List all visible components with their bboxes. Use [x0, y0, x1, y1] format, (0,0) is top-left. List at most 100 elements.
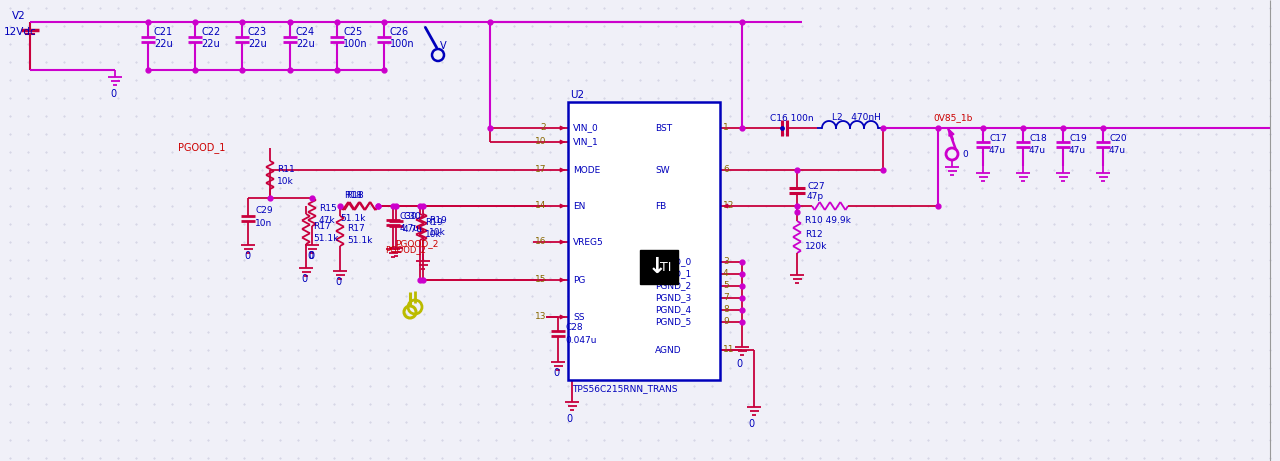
- Text: 120k: 120k: [805, 242, 827, 250]
- Text: VIN_0: VIN_0: [573, 124, 599, 132]
- Text: C23: C23: [248, 27, 268, 37]
- Text: R17: R17: [314, 221, 330, 230]
- Text: 5: 5: [723, 280, 728, 290]
- Text: 0.047u: 0.047u: [564, 336, 596, 344]
- Text: 0: 0: [736, 359, 742, 369]
- Text: PGOOD_2: PGOOD_2: [385, 246, 426, 254]
- Text: VREG5: VREG5: [573, 237, 604, 247]
- Text: 2: 2: [540, 123, 547, 131]
- Text: 22u: 22u: [296, 39, 315, 49]
- Text: 51.1k: 51.1k: [340, 213, 365, 223]
- Text: R19: R19: [429, 215, 447, 225]
- Text: 0: 0: [110, 89, 116, 99]
- Text: C20: C20: [1108, 134, 1126, 142]
- Text: 7: 7: [723, 292, 728, 301]
- Text: 6: 6: [723, 165, 728, 173]
- Text: C16 100n: C16 100n: [771, 113, 814, 123]
- Text: 16: 16: [535, 236, 547, 246]
- Text: VIN_1: VIN_1: [573, 137, 599, 147]
- Text: 100n: 100n: [390, 39, 415, 49]
- Text: PG: PG: [573, 276, 585, 284]
- Text: C28: C28: [564, 323, 582, 331]
- Text: SW: SW: [655, 165, 669, 175]
- Text: SS: SS: [573, 313, 585, 321]
- Text: R18: R18: [344, 190, 362, 200]
- Text: 10n: 10n: [255, 219, 273, 227]
- Text: TPS56C215RNN_TRANS: TPS56C215RNN_TRANS: [572, 384, 677, 394]
- Text: 12Vdc: 12Vdc: [4, 27, 37, 37]
- Text: C22: C22: [201, 27, 220, 37]
- Text: PGOOD_2: PGOOD_2: [396, 240, 438, 248]
- Text: 22u: 22u: [248, 39, 266, 49]
- Text: AGND: AGND: [655, 345, 682, 355]
- Text: 47u: 47u: [1029, 146, 1046, 154]
- Text: C26: C26: [390, 27, 410, 37]
- Text: 14: 14: [535, 201, 547, 209]
- Text: C29: C29: [255, 206, 273, 214]
- Text: R19: R19: [425, 218, 443, 226]
- Text: R15: R15: [319, 203, 337, 213]
- Text: R18: R18: [346, 190, 364, 200]
- Text: C21: C21: [154, 27, 173, 37]
- Text: C25: C25: [343, 27, 362, 37]
- Text: 47u: 47u: [989, 146, 1006, 154]
- Text: 4.7u: 4.7u: [403, 225, 422, 234]
- Text: U2: U2: [570, 90, 584, 100]
- Text: 9: 9: [723, 317, 728, 325]
- Bar: [568, 102, 719, 380]
- Text: C24: C24: [296, 27, 315, 37]
- Text: 13: 13: [535, 312, 547, 320]
- Text: PGND_3: PGND_3: [655, 294, 691, 302]
- Text: PGND_2: PGND_2: [655, 282, 691, 290]
- Text: 47k: 47k: [319, 215, 335, 225]
- Text: 0: 0: [308, 251, 314, 261]
- Text: V: V: [440, 41, 447, 51]
- Text: 10: 10: [535, 136, 547, 146]
- Text: 51.1k: 51.1k: [314, 234, 338, 242]
- Text: BST: BST: [655, 124, 672, 132]
- Text: 12: 12: [723, 201, 735, 209]
- Text: 0: 0: [335, 277, 342, 287]
- Text: 15: 15: [535, 274, 547, 284]
- Text: PGND_4: PGND_4: [655, 306, 691, 314]
- Text: R11: R11: [276, 165, 294, 173]
- Text: C17: C17: [989, 134, 1007, 142]
- Text: 0V85_1b: 0V85_1b: [933, 113, 973, 123]
- Text: TI: TI: [660, 260, 672, 273]
- Text: 22u: 22u: [154, 39, 173, 49]
- Text: 0: 0: [301, 274, 307, 284]
- Text: 1: 1: [723, 123, 728, 131]
- Text: 47p: 47p: [806, 191, 824, 201]
- Text: PGND_1: PGND_1: [655, 270, 691, 278]
- Text: 0: 0: [244, 251, 250, 261]
- Text: 3: 3: [723, 256, 728, 266]
- Text: C30: C30: [399, 212, 417, 220]
- Text: PGND_5: PGND_5: [655, 318, 691, 326]
- Bar: [640, 250, 678, 284]
- Text: 0: 0: [307, 251, 314, 261]
- Text: 8: 8: [723, 305, 728, 313]
- Text: R12: R12: [805, 230, 823, 238]
- Text: 47u: 47u: [1108, 146, 1126, 154]
- Text: V2: V2: [12, 11, 26, 21]
- Text: 10k: 10k: [425, 230, 442, 238]
- Text: 0: 0: [553, 368, 559, 378]
- Text: PGND_0: PGND_0: [655, 258, 691, 266]
- Text: L2   470nH: L2 470nH: [832, 112, 881, 122]
- Text: 100n: 100n: [343, 39, 367, 49]
- Text: 0: 0: [963, 149, 968, 159]
- Text: R17: R17: [347, 224, 365, 232]
- Text: MODE: MODE: [573, 165, 600, 175]
- Text: C30: C30: [403, 212, 421, 220]
- Text: EN: EN: [573, 201, 585, 211]
- Text: PGOOD_1: PGOOD_1: [178, 142, 225, 154]
- Text: 10k: 10k: [276, 177, 293, 185]
- Text: 17: 17: [535, 165, 547, 173]
- Text: 0: 0: [748, 419, 754, 429]
- Text: FB: FB: [655, 201, 667, 211]
- Text: 22u: 22u: [201, 39, 220, 49]
- Text: 4.7u: 4.7u: [399, 224, 420, 232]
- Text: 4: 4: [723, 268, 728, 278]
- Text: 0: 0: [566, 414, 572, 424]
- Text: ↓: ↓: [648, 257, 667, 277]
